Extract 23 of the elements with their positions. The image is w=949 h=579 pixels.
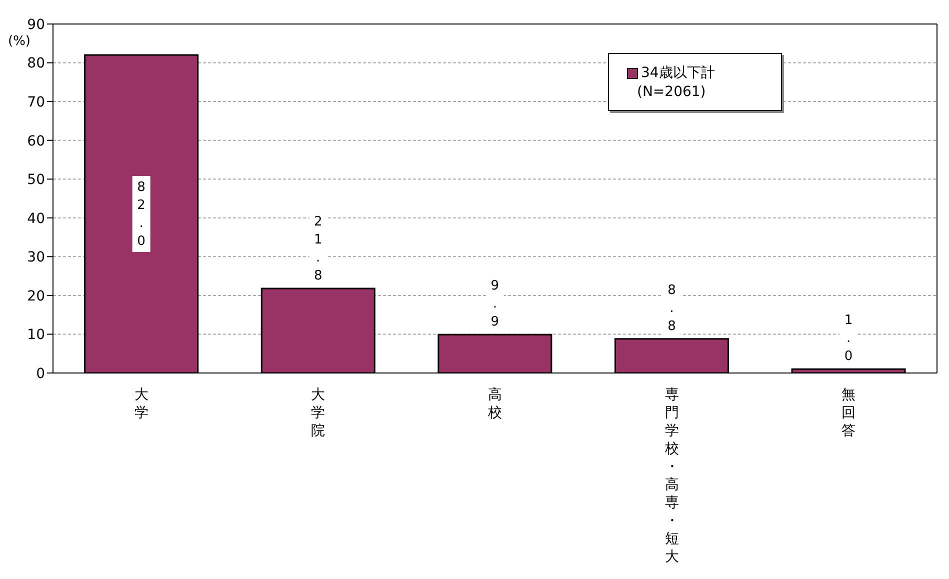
x-tick-label: 大学院: [311, 387, 326, 439]
y-tick-label: 70: [27, 94, 45, 111]
y-tick-label: 50: [27, 172, 45, 188]
y-tick-label: 0: [36, 366, 45, 382]
annotation: (N=2061): [637, 84, 707, 100]
y-axis-title: (%): [8, 34, 30, 49]
data-label: 9.9: [490, 278, 500, 330]
y-tick-label: 90: [27, 16, 45, 33]
data-label: 8.8: [668, 282, 676, 334]
data-label: 82.0: [137, 180, 146, 250]
x-tick-label: 無回答: [842, 387, 856, 439]
x-tick-label: 大学: [134, 387, 148, 421]
x-tick-label: 高校: [487, 387, 502, 421]
y-tick-label: 40: [27, 210, 45, 227]
data-label: 21.8: [314, 214, 322, 284]
y-tick-label: 20: [27, 288, 45, 304]
y-tick-label: 80: [27, 56, 45, 72]
y-tick-label: 60: [27, 133, 45, 150]
data-label: 1.0: [844, 313, 853, 364]
category-label: 専門学校・高専・短大: [664, 387, 679, 565]
y-tick-label: 30: [27, 250, 45, 266]
legend-label: 34歳以下計: [641, 64, 715, 82]
y-tick-label: 10: [27, 327, 45, 344]
